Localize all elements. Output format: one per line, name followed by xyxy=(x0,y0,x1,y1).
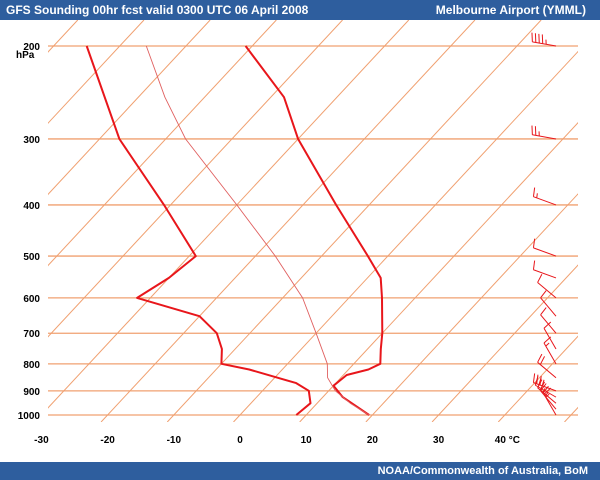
wind-barb xyxy=(537,274,557,299)
wind-barb-staff xyxy=(537,282,557,299)
wind-barb xyxy=(540,383,557,410)
pressure-tick-label: 700 xyxy=(23,329,40,340)
parcel-profile-line xyxy=(145,45,370,416)
wind-barb-staff xyxy=(533,382,557,392)
dewpoint-profile-line xyxy=(85,45,312,416)
wind-barb-staff xyxy=(533,196,557,206)
pressure-tick-label: 200 xyxy=(23,42,40,53)
isotherm-line xyxy=(365,193,578,422)
pressure-tick-label: 1000 xyxy=(18,411,41,422)
chart-title: GFS Sounding 00hr fcst valid 0300 UTC 06… xyxy=(6,3,309,17)
temperature-tick-label: 40 °C xyxy=(495,435,520,446)
wind-barb-feather xyxy=(537,353,543,363)
temperature-tick-label: 30 xyxy=(433,435,445,446)
wind-barb-staff xyxy=(537,361,557,379)
wind-barb-staff xyxy=(533,247,557,257)
wind-barb-staff xyxy=(543,342,557,365)
wind-barb xyxy=(537,353,557,379)
isotherm-line xyxy=(100,20,476,422)
temperature-axis-labels: -30 -20 -10 0 10 20 30 40 °C xyxy=(34,435,520,446)
wind-barb-half-feather xyxy=(544,392,549,397)
pressure-tick-label: 300 xyxy=(23,135,40,146)
pressure-tick-label: 900 xyxy=(23,387,40,398)
wind-barb-feather xyxy=(532,260,536,270)
wind-barb xyxy=(540,290,557,317)
wind-barb-staff xyxy=(543,328,557,350)
title-bar: GFS Sounding 00hr fcst valid 0300 UTC 06… xyxy=(0,0,600,20)
wind-barb-staff xyxy=(537,387,557,404)
pressure-axis-labels: 200 300 400 500 600 700 800 900 1000 xyxy=(18,42,41,422)
wind-barb-feather xyxy=(540,307,547,316)
wind-barb-staff xyxy=(532,41,557,47)
wind-barb-staff xyxy=(532,134,557,140)
isotherm-line xyxy=(431,264,578,422)
wind-barb xyxy=(532,260,557,279)
wind-barb xyxy=(532,238,557,257)
isotherm-line xyxy=(48,20,277,267)
wind-barb xyxy=(531,125,557,140)
isotherm-line xyxy=(48,20,343,338)
pressure-tick-label: 800 xyxy=(23,360,40,371)
temperature-tick-label: -30 xyxy=(34,435,49,446)
pressure-tick-label: 600 xyxy=(23,294,40,305)
isotherm-line xyxy=(299,122,578,422)
wind-barb-feather xyxy=(532,238,536,248)
wind-barb-feather xyxy=(532,187,536,197)
wind-barb-half-feather xyxy=(536,193,538,198)
temperature-tick-label: -20 xyxy=(100,435,115,446)
isotherm-line xyxy=(48,20,410,409)
isotherm-line xyxy=(0,20,12,422)
isotherm-line xyxy=(166,20,542,422)
wind-barb xyxy=(540,307,557,334)
temperature-tick-label: 20 xyxy=(367,435,379,446)
wind-barb-feather xyxy=(537,274,543,283)
wind-barb-staff xyxy=(540,390,557,410)
temperature-tick-label: 0 xyxy=(237,435,243,446)
isotherm-line xyxy=(48,20,145,124)
pressure-tick-label: 500 xyxy=(23,252,40,263)
wind-barb xyxy=(543,336,557,365)
isotherm-line xyxy=(564,406,578,422)
wind-barb xyxy=(543,321,557,350)
isotherm-lines xyxy=(0,20,578,422)
wind-barb-feather xyxy=(540,290,547,299)
wind-barb xyxy=(531,32,557,47)
wind-barb-staff xyxy=(533,269,557,279)
isotherm-line xyxy=(48,20,211,196)
isobar-lines xyxy=(48,45,578,416)
wind-barb xyxy=(532,373,557,392)
wind-barb-feather xyxy=(540,379,545,389)
wind-barb-feather xyxy=(539,356,545,365)
wind-barbs xyxy=(531,32,557,416)
credit-text: NOAA/Commonwealth of Australia, BoM xyxy=(377,465,588,477)
wind-barb-feather xyxy=(536,374,539,384)
wind-barb-feather xyxy=(532,373,536,383)
wind-barb-staff xyxy=(540,314,557,334)
wind-barb-staff xyxy=(534,384,557,398)
wind-barb-feather xyxy=(539,375,542,386)
wind-barb xyxy=(532,187,557,206)
profile-lines xyxy=(85,45,384,416)
wind-barb-feather xyxy=(543,321,552,329)
temperature-profile-line xyxy=(244,45,384,416)
wind-barb-feather xyxy=(540,383,547,392)
pressure-unit-label: hPa xyxy=(16,50,35,61)
temperature-tick-label: 10 xyxy=(301,435,313,446)
temperature-tick-label: -10 xyxy=(167,435,182,446)
pressure-tick-label: 400 xyxy=(23,201,40,212)
credit-bar: NOAA/Commonwealth of Australia, BoM xyxy=(0,462,600,480)
isotherm-line xyxy=(233,50,578,422)
wind-barb-staff xyxy=(540,297,557,317)
wind-barb-half-feather xyxy=(545,342,550,347)
station-name: Melbourne Airport (YMML) xyxy=(435,3,586,17)
isotherm-line xyxy=(497,335,578,422)
